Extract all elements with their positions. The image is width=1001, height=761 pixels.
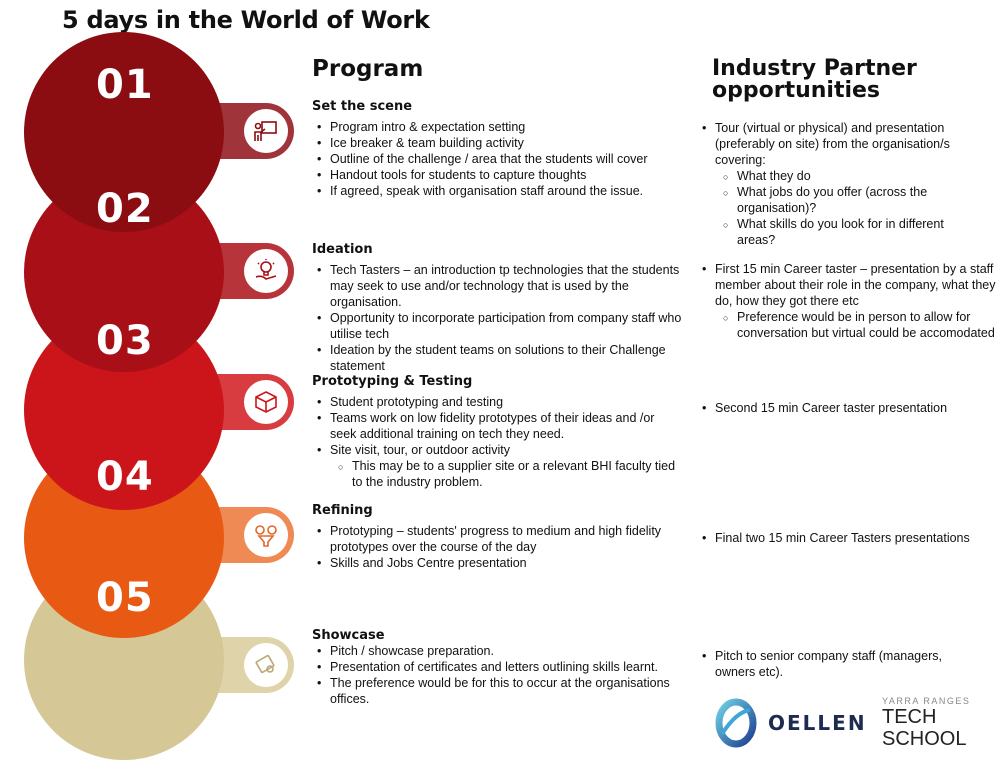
list-subitem: Preference would be in person to allow f…: [697, 309, 997, 341]
day-1-circle: [24, 32, 224, 232]
school-text: SCHOOL: [882, 728, 967, 750]
day-number: 03: [96, 318, 154, 364]
list-subitem: What they do: [697, 168, 979, 185]
list-item: Final two 15 min Career Tasters presenta…: [697, 530, 997, 546]
section-title: Refining: [312, 503, 373, 518]
list-item: Tech Tasters – an introduction tp techno…: [312, 262, 682, 310]
list-item: Student prototyping and testing: [312, 394, 682, 410]
list-item: First 15 min Career taster – presentatio…: [697, 261, 997, 309]
section-set-the-scene: Set the scene Program intro & expectatio…: [312, 99, 682, 199]
list-item: Site visit, tour, or outdoor activity: [312, 442, 682, 458]
section-refining: Refining Prototyping – students' progres…: [312, 503, 682, 571]
list-item: Pitch to senior company staff (managers,…: [697, 648, 967, 680]
industry-heading: Industry Partner opportunities: [712, 58, 917, 102]
list-item: Presentation of certificates and letters…: [312, 659, 682, 675]
list-item: Tour (virtual or physical) and presentat…: [697, 120, 979, 168]
certificate-icon: [244, 643, 288, 687]
page-title: 5 days in the World of Work: [62, 6, 430, 34]
list-item: Outline of the challenge / area that the…: [312, 151, 682, 167]
section-title: Ideation: [312, 242, 373, 257]
yarra-ranges-text: YARRA RANGES: [882, 696, 971, 706]
list-item: Program intro & expectation setting: [312, 119, 682, 135]
tech-text: TECH: [882, 706, 937, 728]
list-subitem: What skills do you look for in different…: [697, 216, 979, 248]
section-prototyping: Prototyping & Testing Student prototypin…: [312, 374, 682, 490]
list-subitem: This may be to a supplier site or a rele…: [312, 458, 682, 490]
list-item: Skills and Jobs Centre presentation: [312, 555, 682, 571]
day-number: 02: [96, 186, 154, 232]
industry-block-5: Pitch to senior company staff (managers,…: [697, 648, 967, 680]
industry-block-2: First 15 min Career taster – presentatio…: [697, 261, 997, 341]
list-item: Opportunity to incorporate participation…: [312, 310, 682, 342]
yarra-ranges-logo: YARRA RANGES TECH SCHOOL: [882, 696, 970, 750]
list-item: Prototyping – students' progress to medi…: [312, 523, 682, 555]
list-item: Handout tools for students to capture th…: [312, 167, 682, 183]
oellen-logo-text: OELLEN: [768, 711, 867, 735]
section-showcase: Showcase Pitch / showcase preparation. P…: [312, 628, 682, 707]
gears-funnel-icon: [244, 513, 288, 557]
industry-heading-line: Industry Partner: [712, 56, 917, 81]
list-item: Teams work on low fidelity prototypes of…: [312, 410, 682, 442]
idea-bulb-hand-icon: [244, 249, 288, 293]
oellen-mark-icon: [715, 698, 757, 748]
industry-block-3: Second 15 min Career taster presentation: [697, 400, 997, 416]
list-item: If agreed, speak with organisation staff…: [312, 183, 682, 199]
list-item: Second 15 min Career taster presentation: [697, 400, 997, 416]
list-item: The preference would be for this to occu…: [312, 675, 682, 707]
list-subitem: What jobs do you offer (across the organ…: [697, 184, 979, 216]
prototype-cube-icon: [244, 380, 288, 424]
program-heading: Program: [312, 56, 424, 82]
list-item: Ice breaker & team building activity: [312, 135, 682, 151]
industry-block-1: Tour (virtual or physical) and presentat…: [697, 120, 979, 248]
list-item: Pitch / showcase preparation.: [312, 643, 682, 659]
section-ideation: Ideation Tech Tasters – an introduction …: [312, 242, 682, 374]
presentation-icon: [244, 109, 288, 153]
section-title: Prototyping & Testing: [312, 374, 473, 389]
list-item: Ideation by the student teams on solutio…: [312, 342, 682, 374]
industry-heading-line: opportunities: [712, 78, 881, 103]
day-number: 05: [96, 575, 154, 621]
section-title: Showcase: [312, 628, 385, 643]
industry-block-4: Final two 15 min Career Tasters presenta…: [697, 530, 997, 546]
oellen-logo: OELLEN: [704, 692, 872, 754]
section-title: Set the scene: [312, 99, 413, 114]
day-number: 04: [96, 454, 154, 500]
day-number: 01: [96, 62, 154, 108]
